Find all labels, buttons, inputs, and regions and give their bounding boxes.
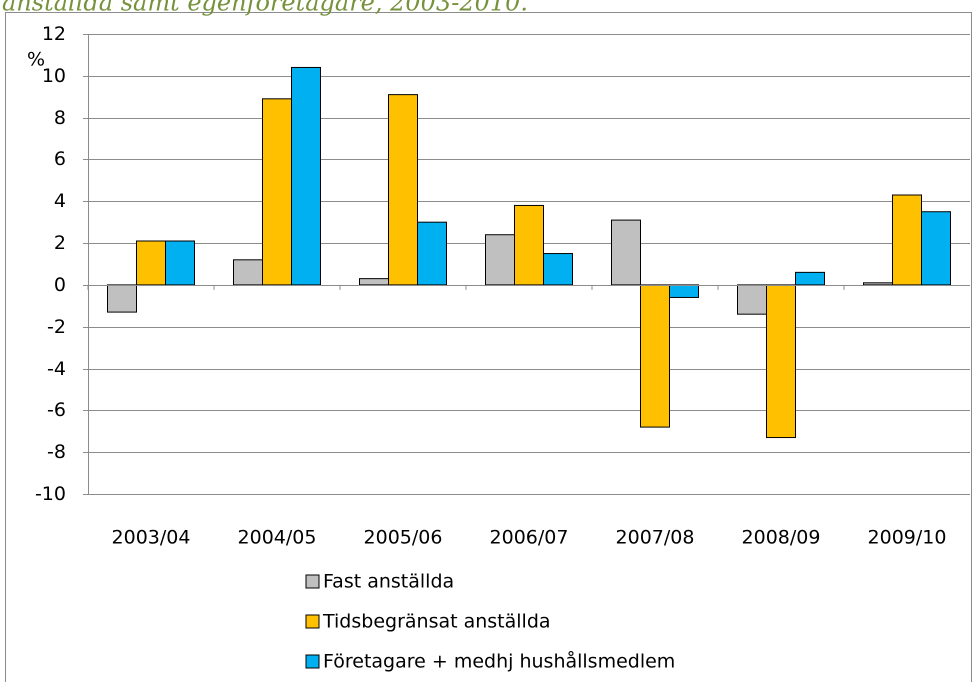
x-tick-label: 2006/07 [490,527,569,549]
bar [543,253,573,286]
y-tick-label: -4 [47,358,66,380]
chart-frame [5,12,972,686]
y-tick-label: 2 [54,232,66,254]
bar [611,219,641,286]
chart-title: anställda samt egenföretagare, 2003-2010… [2,0,528,17]
bar [262,98,292,286]
bar [107,284,137,313]
x-tick-label: 2008/09 [742,527,821,549]
x-tick-label: 2005/06 [364,527,443,549]
bar [291,66,321,286]
y-tick-label: 6 [54,148,66,170]
legend-label: Företagare + medhj hushållsmedlem [323,650,675,673]
bar [863,282,893,286]
bar [669,284,699,298]
legend-swatch [305,654,320,669]
bar [165,240,195,286]
y-axis-label: % [27,49,45,71]
bar [795,271,825,286]
bar [766,284,796,439]
bar [640,284,670,428]
bar [233,259,263,286]
y-tick-label: 4 [54,190,66,212]
x-tick-label: 2003/04 [112,527,191,549]
legend-swatch [305,614,320,629]
bar [359,278,389,286]
bar [921,211,951,286]
legend-label: Tidsbegränsat anställda [322,611,551,633]
y-tick-label: -8 [47,441,66,463]
x-tick-label: 2004/05 [238,527,317,549]
legend-swatch [305,574,320,589]
bar [485,234,515,286]
y-tick-label: 10 [42,65,66,87]
legend-label: Fast anställda [323,571,454,593]
bar [417,221,447,286]
y-tick-label: 8 [54,107,66,129]
bar [136,240,166,286]
y-tick-label: -10 [35,483,66,505]
y-tick-label: -6 [47,399,66,421]
y-tick-label: 12 [42,23,66,45]
bar [388,94,418,286]
x-tick-label: 2009/10 [868,527,947,549]
bar [737,284,767,315]
y-tick-label: -2 [47,316,66,338]
bar [514,204,544,286]
y-tick-label: 0 [54,274,66,296]
bar [892,194,922,286]
x-tick-label: 2007/08 [616,527,695,549]
